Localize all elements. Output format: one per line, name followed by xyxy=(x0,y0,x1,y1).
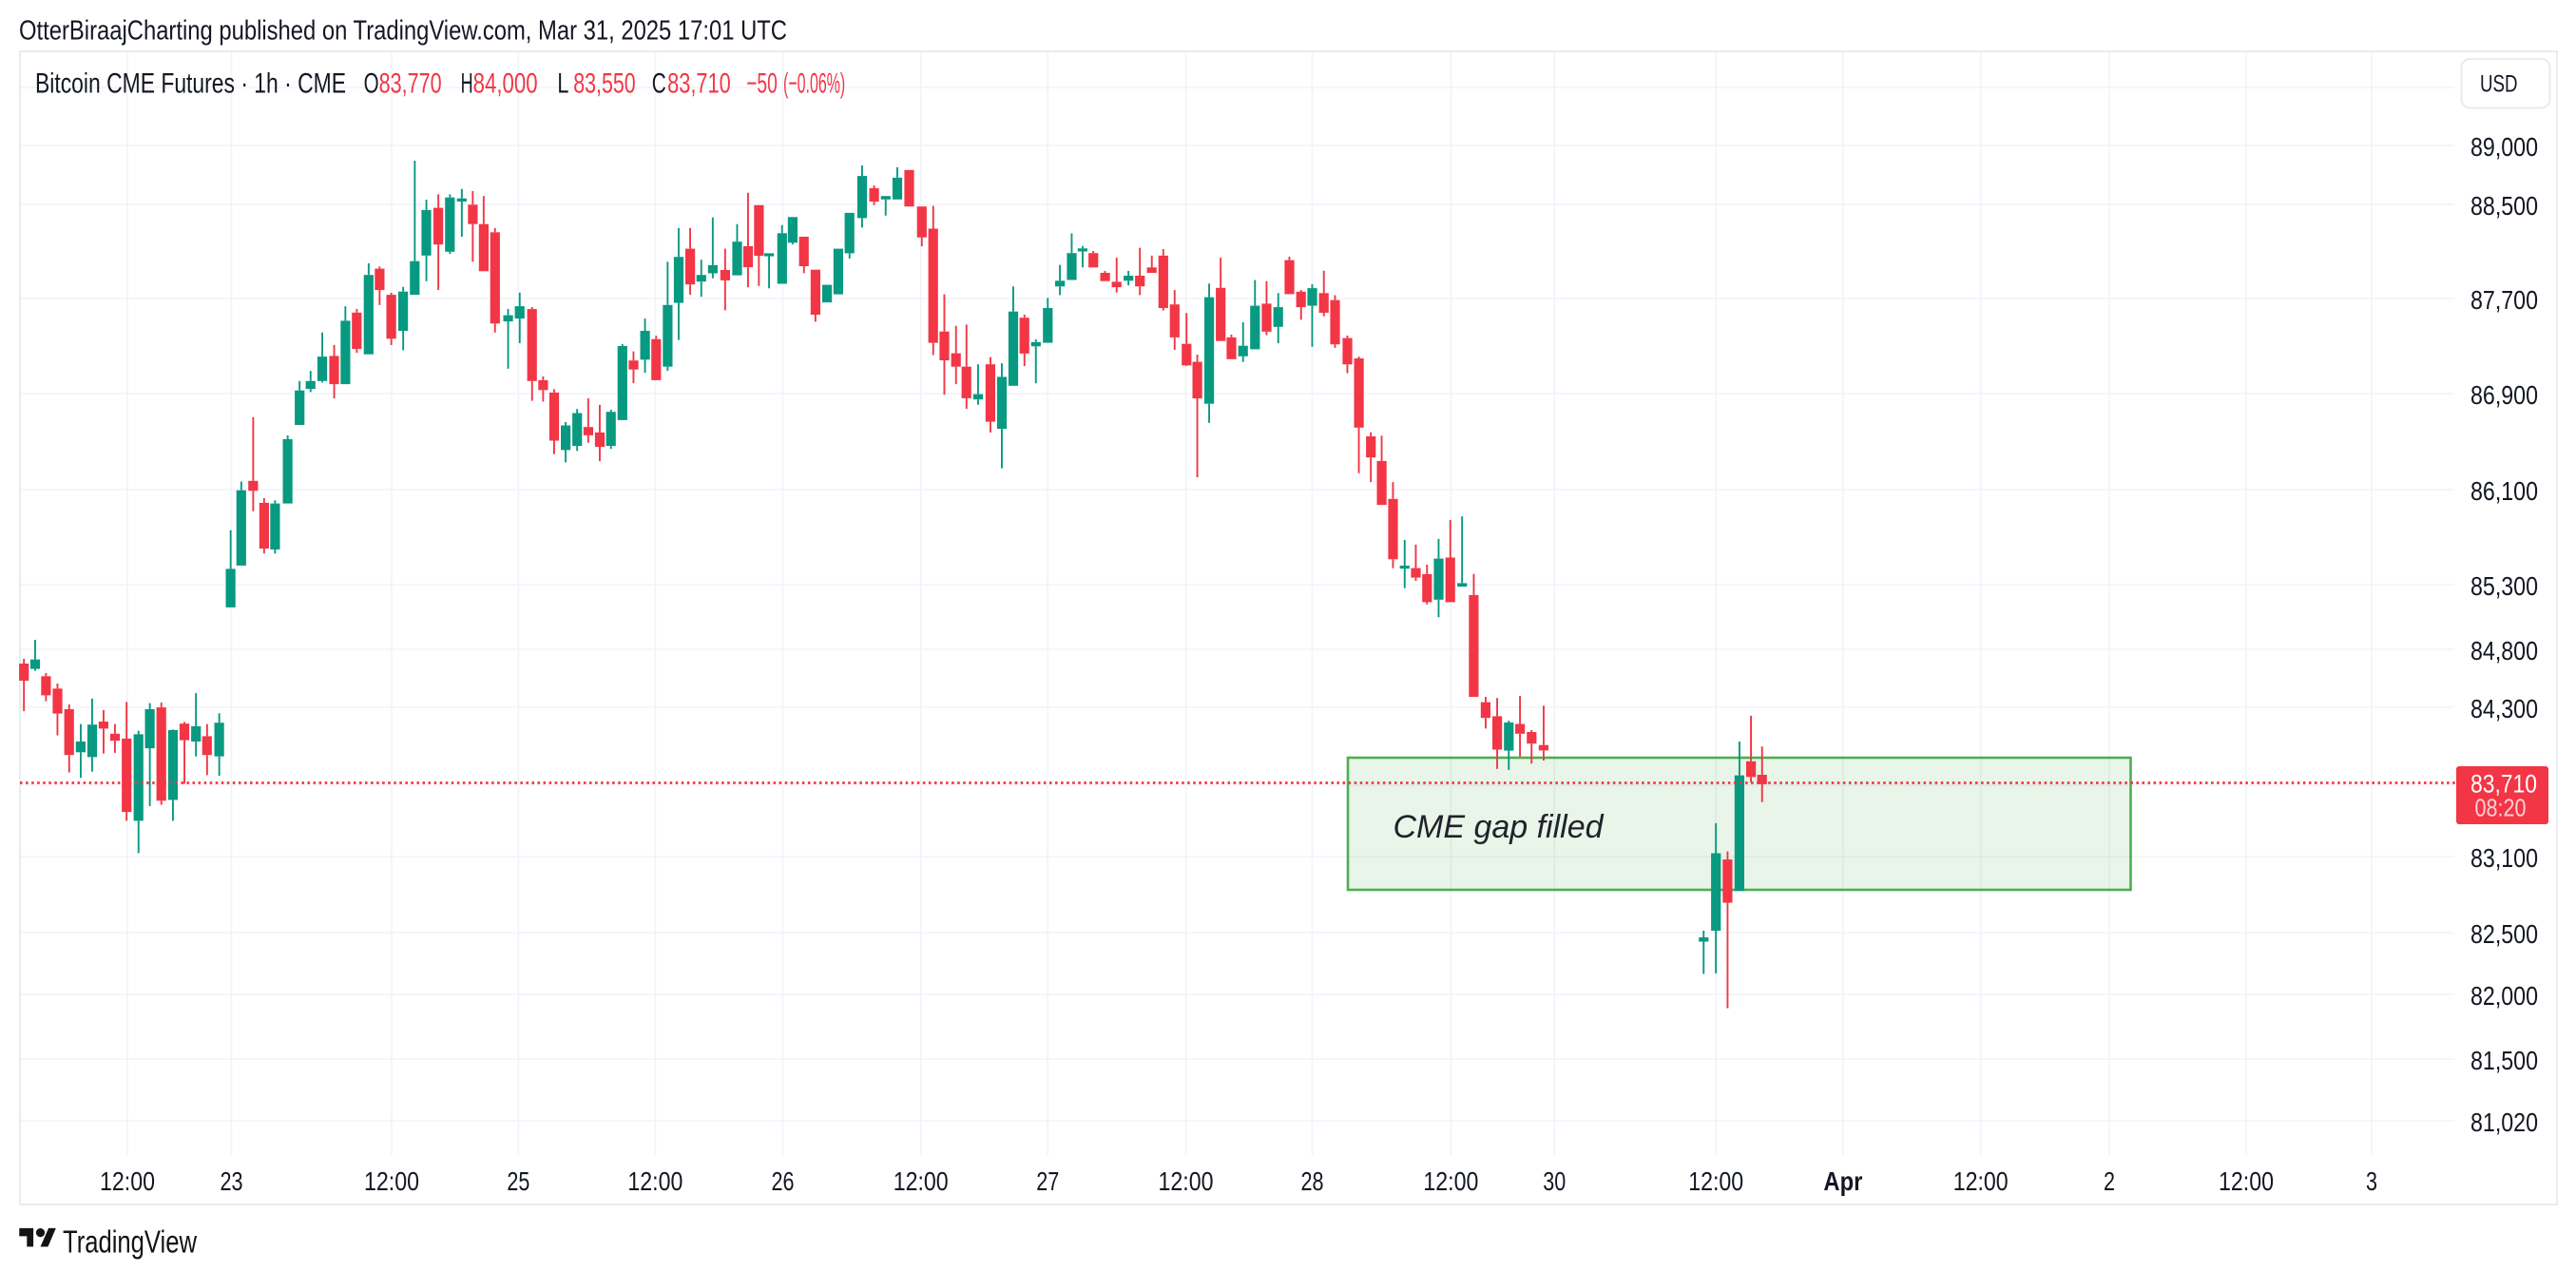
svg-text:12:00: 12:00 xyxy=(100,1166,155,1196)
svg-text:83,710: 83,710 xyxy=(667,68,731,100)
svg-text:83,770: 83,770 xyxy=(379,68,442,100)
svg-text:82,500: 82,500 xyxy=(2470,919,2538,949)
svg-text:86,900: 86,900 xyxy=(2470,380,2538,410)
svg-text:82,000: 82,000 xyxy=(2470,981,2538,1011)
svg-text:12:00: 12:00 xyxy=(1423,1166,1478,1196)
svg-text:2: 2 xyxy=(2104,1166,2115,1196)
svg-text:08:20: 08:20 xyxy=(2475,794,2527,822)
svg-text:86,100: 86,100 xyxy=(2470,476,2538,506)
svg-text:26: 26 xyxy=(772,1166,795,1196)
svg-text:87,700: 87,700 xyxy=(2470,285,2538,315)
svg-text:L: L xyxy=(557,68,568,100)
svg-text:83,710: 83,710 xyxy=(2470,770,2537,799)
svg-text:84,300: 84,300 xyxy=(2470,694,2538,723)
svg-text:12:00: 12:00 xyxy=(1688,1166,1743,1196)
svg-text:Apr: Apr xyxy=(1823,1166,1862,1196)
svg-text:25: 25 xyxy=(507,1166,529,1196)
svg-text:28: 28 xyxy=(1301,1166,1324,1196)
svg-text:12:00: 12:00 xyxy=(1159,1166,1214,1196)
svg-text:89,000: 89,000 xyxy=(2470,132,2538,162)
svg-text:O: O xyxy=(364,68,379,100)
svg-text:C: C xyxy=(652,68,666,100)
svg-text:H: H xyxy=(461,68,473,100)
svg-text:83,550: 83,550 xyxy=(573,68,636,100)
svg-text:12:00: 12:00 xyxy=(1953,1166,2009,1196)
svg-text:84,800: 84,800 xyxy=(2470,636,2538,665)
svg-text:12:00: 12:00 xyxy=(364,1166,419,1196)
svg-text:23: 23 xyxy=(221,1166,243,1196)
svg-text:30: 30 xyxy=(1543,1166,1566,1196)
svg-text:12:00: 12:00 xyxy=(627,1166,682,1196)
svg-text:12:00: 12:00 xyxy=(894,1166,949,1196)
svg-text:85,300: 85,300 xyxy=(2470,571,2538,601)
svg-text:TradingView: TradingView xyxy=(63,1224,197,1260)
svg-text:88,500: 88,500 xyxy=(2470,191,2538,221)
svg-text:−50: −50 xyxy=(746,68,778,100)
svg-text:84,000: 84,000 xyxy=(473,68,538,100)
svg-text:83,100: 83,100 xyxy=(2470,843,2538,873)
svg-text:81,020: 81,020 xyxy=(2470,1108,2538,1137)
svg-text:81,500: 81,500 xyxy=(2470,1046,2538,1075)
svg-text:(−0.06%): (−0.06%) xyxy=(783,68,845,100)
svg-text:Bitcoin CME Futures · 1h · CME: Bitcoin CME Futures · 1h · CME xyxy=(35,68,346,100)
svg-text:12:00: 12:00 xyxy=(2219,1166,2274,1196)
svg-text:3: 3 xyxy=(2366,1166,2377,1196)
svg-text:27: 27 xyxy=(1036,1166,1059,1196)
svg-text:OtterBiraajCharting published: OtterBiraajCharting published on Trading… xyxy=(19,16,787,47)
svg-text:CME gap filled: CME gap filled xyxy=(1393,809,1604,845)
svg-text:USD: USD xyxy=(2480,71,2518,98)
